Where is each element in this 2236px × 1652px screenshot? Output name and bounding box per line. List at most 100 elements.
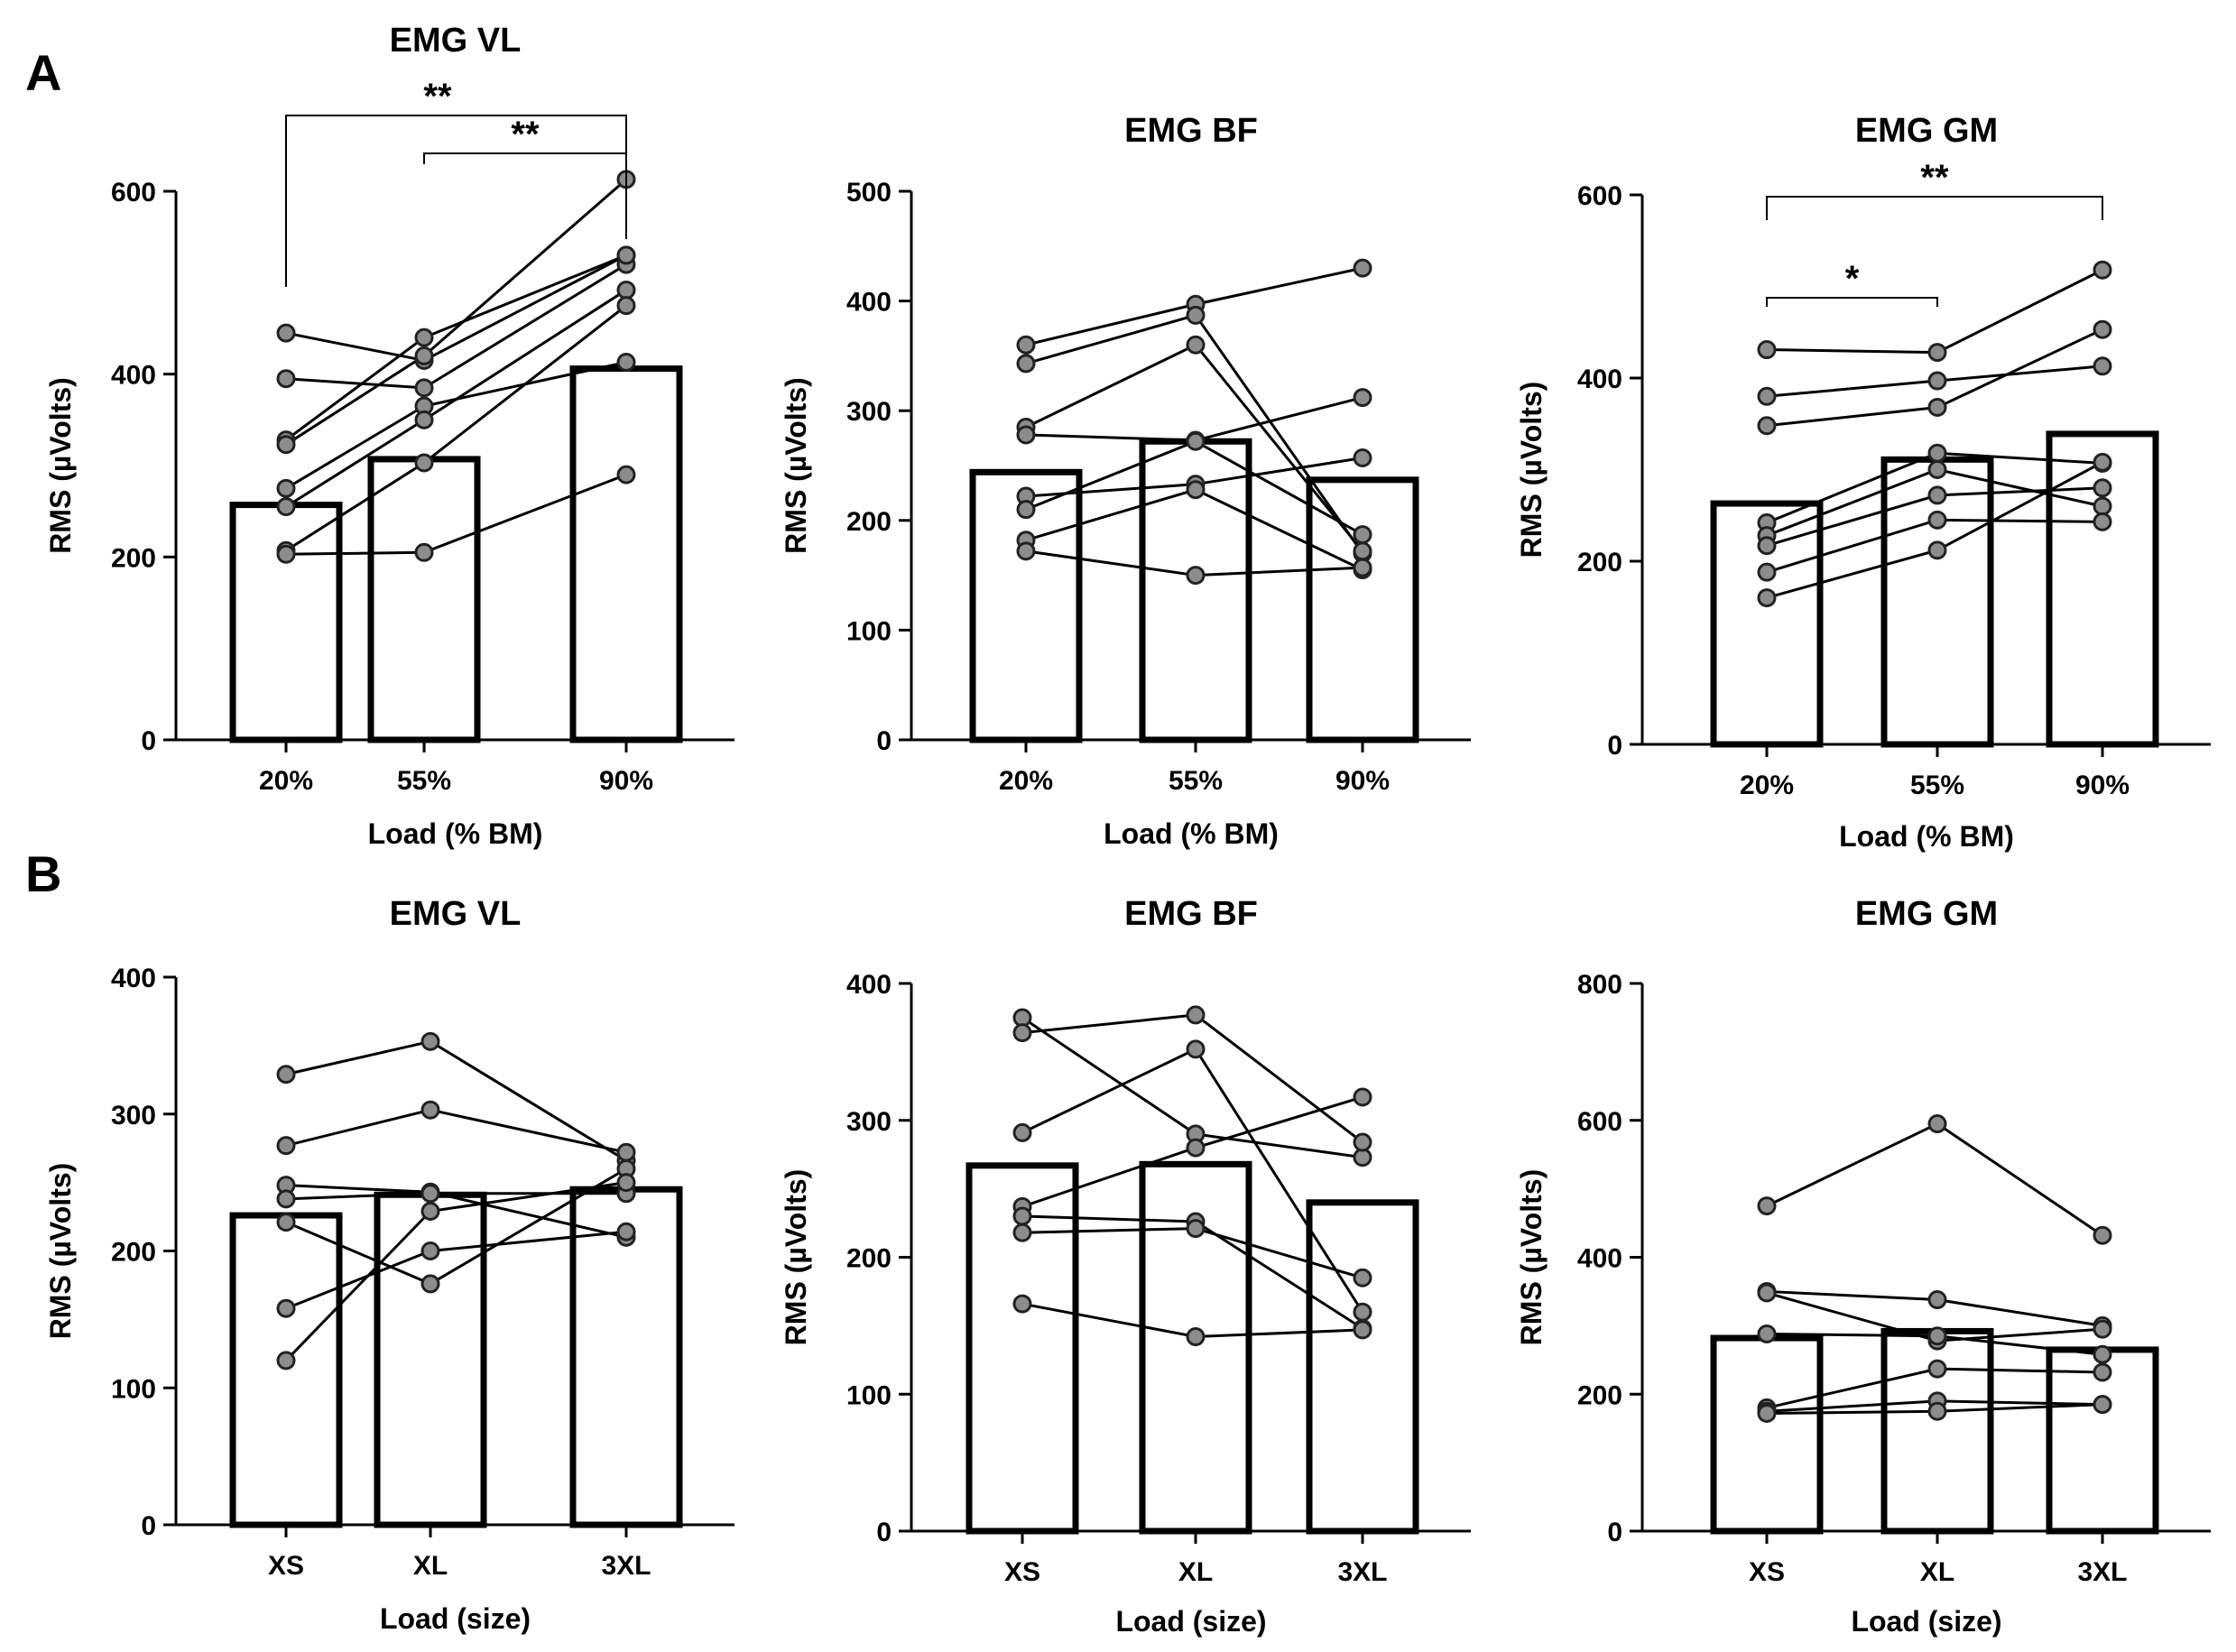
- subject-point: [1353, 258, 1372, 278]
- significance-label: *: [1845, 259, 1860, 299]
- mean-bar-20%: [229, 502, 343, 743]
- mean-bar-xs: [229, 1212, 343, 1528]
- subject-point: [1353, 1320, 1372, 1340]
- y-tick-label: 200: [846, 507, 892, 537]
- subject-point: [1927, 485, 1947, 505]
- subject-point: [2093, 452, 2112, 472]
- chart-a-gm: EMG GM 0 200 400 600 20% 55% 90% Load (% BM) RMS …: [1515, 112, 2211, 853]
- y-tick-label: 200: [1577, 548, 1622, 577]
- chart-title: EMG VL: [390, 22, 522, 60]
- x-axis-label: Load (size): [1115, 1605, 1266, 1638]
- mean-bar-90%: [1306, 476, 1419, 743]
- chart-title: EMG GM: [1855, 112, 1998, 150]
- y-axis-label: RMS (µVolts): [1515, 382, 1548, 558]
- subject-point: [1186, 1327, 1206, 1347]
- y-axis-label: RMS (µVolts): [44, 1163, 77, 1340]
- subject-point: [616, 1142, 636, 1162]
- subject-point: [2093, 512, 2112, 531]
- subject-point: [1757, 1403, 1777, 1423]
- y-tick-label: 300: [846, 397, 892, 427]
- chart-title: EMG GM: [1855, 895, 1998, 933]
- y-tick-label: 300: [111, 1101, 156, 1131]
- significance-bracket: [1766, 297, 1938, 307]
- subject-point: [276, 478, 296, 498]
- y-tick-label: 0: [141, 726, 156, 756]
- subject-point: [1186, 1039, 1206, 1059]
- subject-point: [1186, 1219, 1206, 1239]
- y-tick-label: 200: [111, 543, 156, 573]
- y-tick-label: 600: [1577, 1107, 1622, 1137]
- chart-title: EMG VL: [390, 895, 522, 933]
- subject-point: [276, 1136, 296, 1156]
- subject-point: [1353, 558, 1372, 577]
- y-tick-label: 400: [111, 964, 156, 993]
- x-tick-label: XS: [1004, 1557, 1040, 1587]
- subject-point: [1012, 1023, 1032, 1043]
- subject-point: [2093, 478, 2112, 498]
- y-tick-label: 400: [846, 970, 892, 1000]
- x-tick-label: XL: [413, 1551, 448, 1581]
- x-tick-label: 90%: [599, 766, 653, 796]
- x-tick-label: XS: [268, 1551, 304, 1581]
- x-tick-label: 20%: [1740, 771, 1794, 800]
- subject-point: [420, 1184, 440, 1204]
- y-tick-label: 200: [1577, 1380, 1622, 1410]
- subject-point: [1757, 536, 1777, 556]
- subject-line: [1021, 1013, 1363, 1144]
- subject-point: [420, 1100, 440, 1120]
- y-axis-label: RMS (µVolts): [780, 377, 812, 554]
- subject-point: [1927, 1290, 1947, 1310]
- subject-point: [1927, 443, 1947, 463]
- subject-point: [1353, 388, 1372, 408]
- mean-bar-xs: [1710, 1334, 1824, 1535]
- subject-point: [2093, 1319, 2112, 1339]
- subject-point: [1186, 305, 1206, 325]
- subject-point: [420, 1031, 440, 1051]
- x-tick-label: 55%: [397, 766, 451, 796]
- subject-point: [1016, 500, 1036, 520]
- y-tick-label: 400: [1577, 1244, 1622, 1274]
- subject-line: [1766, 1121, 2103, 1237]
- y-tick-label: 0: [141, 1511, 156, 1541]
- y-tick-label: 400: [111, 361, 156, 391]
- subject-point: [2093, 1362, 2112, 1382]
- subject-point: [1927, 1401, 1947, 1421]
- subject-point: [2093, 356, 2112, 376]
- subject-point: [276, 1213, 296, 1232]
- x-tick-label: 20%: [999, 766, 1053, 796]
- y-tick-label: 100: [846, 616, 892, 646]
- subject-point: [1927, 1359, 1947, 1379]
- y-tick-label: 0: [876, 1518, 892, 1547]
- significance-label: **: [1920, 158, 1949, 198]
- x-axis-label: Load (size): [1851, 1605, 2001, 1638]
- subject-point: [1016, 335, 1036, 355]
- subject-point: [276, 544, 296, 564]
- subject-point: [1757, 588, 1777, 608]
- subject-point: [1927, 460, 1947, 479]
- subject-point: [1757, 386, 1777, 406]
- significance-bracket: [285, 115, 627, 287]
- subject-point: [1757, 1324, 1777, 1343]
- x-axis-label: Load (% BM): [1839, 820, 2014, 853]
- subject-point: [276, 323, 296, 343]
- subject-point: [1186, 1138, 1206, 1158]
- chart-b-vl: EMG VL 0 100 200 300 400 XS XL 3XL Load (size) RMS…: [44, 895, 735, 1635]
- subject-point: [616, 296, 636, 316]
- subject-point: [276, 1298, 296, 1318]
- subject-point: [616, 465, 636, 485]
- subject-point: [616, 1173, 636, 1193]
- y-tick-label: 100: [111, 1374, 156, 1404]
- subject-point: [2093, 319, 2112, 339]
- subject-point: [2093, 496, 2112, 516]
- subject-point: [414, 542, 434, 562]
- subject-point: [420, 1241, 440, 1260]
- y-tick-label: 600: [1577, 181, 1622, 211]
- x-tick-label: 90%: [2075, 771, 2130, 800]
- x-tick-label: XS: [1749, 1557, 1785, 1587]
- x-tick-label: 3XL: [1337, 1557, 1387, 1587]
- subject-point: [616, 1222, 636, 1241]
- y-axis-label: RMS (µVolts): [44, 377, 77, 554]
- subject-point: [276, 1351, 296, 1371]
- subject-point: [1757, 340, 1777, 360]
